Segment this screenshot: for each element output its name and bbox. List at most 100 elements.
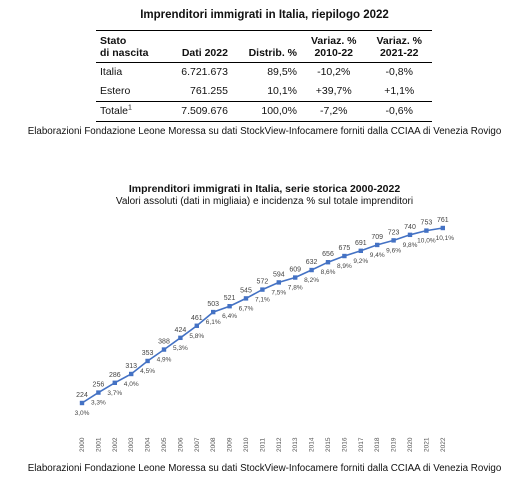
x-tick-label: 2019	[391, 437, 398, 452]
x-tick-label: 2001	[95, 437, 102, 452]
value-label: 740	[404, 224, 416, 231]
x-tick-label: 2012	[276, 437, 283, 452]
value-label: 632	[306, 259, 318, 266]
chart-source-note: Elaborazioni Fondazione Leone Moressa su…	[27, 463, 502, 474]
x-tick-label: 2017	[358, 437, 365, 452]
cell-var2: -0,8%	[385, 66, 413, 78]
value-label: 691	[355, 240, 367, 247]
data-point	[342, 253, 347, 259]
percent-label: 9,2%	[353, 258, 368, 265]
x-tick-label: 2013	[292, 437, 299, 452]
cell-stato: Estero	[100, 85, 131, 97]
value-label: 709	[371, 234, 383, 241]
data-point	[243, 296, 249, 301]
value-label: 256	[93, 382, 105, 389]
x-tick-label: 2007	[194, 437, 201, 452]
header-var-2010-22: Variaz. % 2010-22	[301, 30, 367, 63]
chart-subtitle: Valori assoluti (dati in migliaia) e inc…	[115, 196, 414, 207]
percent-label: 8,6%	[321, 269, 336, 276]
percent-label: 3,3%	[91, 400, 106, 407]
percent-label: 10,0%	[417, 238, 436, 245]
cell-stato: Italia	[100, 66, 123, 78]
percent-label: 8,9%	[337, 263, 352, 270]
x-tick-label: 2000	[79, 437, 86, 452]
value-label: 503	[207, 301, 219, 308]
value-label: 761	[437, 217, 449, 224]
data-point	[375, 242, 380, 248]
value-label: 286	[109, 372, 121, 379]
value-label: 461	[191, 315, 203, 322]
data-point	[178, 335, 183, 341]
data-point	[440, 225, 445, 231]
cell-dati: 6.721.673	[181, 66, 228, 78]
x-tick-label: 2003	[128, 437, 135, 452]
header-distrib: Distrib. %	[231, 30, 301, 63]
data-point	[129, 371, 134, 377]
value-label: 313	[125, 363, 137, 370]
x-tick-label: 2002	[112, 437, 119, 452]
data-point	[161, 347, 167, 352]
x-tick-label: 2014	[309, 437, 316, 452]
data-point	[407, 232, 413, 238]
cell-var2: +1,1%	[384, 85, 415, 97]
x-tick-label: 2016	[341, 437, 348, 452]
value-label: 521	[224, 295, 236, 302]
data-point	[96, 390, 101, 395]
x-tick-label: 2006	[177, 437, 184, 452]
cell-distrib: 10,1%	[267, 85, 297, 97]
percent-label: 9,8%	[403, 242, 418, 249]
value-label: 353	[142, 350, 154, 357]
percent-label: 8,2%	[304, 277, 319, 284]
value-label: 656	[322, 251, 334, 258]
table-title: Imprenditori immigrati in Italia, riepil…	[140, 9, 389, 21]
table-header-row: Stato di nascita Dati 2022 Distrib. % Var…	[96, 30, 432, 63]
x-tick-label: 2015	[325, 437, 332, 452]
percent-label: 6,7%	[239, 305, 254, 312]
table-row: Italia 6.721.673 89,5% -10,2% -0,8%	[96, 63, 432, 83]
summary-table: Stato di nascita Dati 2022 Distrib. % Var…	[96, 30, 432, 122]
table-source-note: Elaborazioni Fondazione Leone Moressa su…	[27, 126, 502, 137]
percent-label: 9,4%	[370, 252, 385, 259]
data-point	[293, 275, 298, 280]
cell-var1: -10,2%	[317, 66, 351, 78]
value-label: 224	[76, 392, 88, 399]
percent-label: 7,5%	[271, 289, 286, 296]
value-label: 723	[388, 229, 400, 236]
cell-stato-total: Totale1	[96, 101, 166, 122]
cell-var1: +39,7%	[315, 85, 352, 97]
percent-label: 7,1%	[255, 297, 270, 304]
percent-label: 9,6%	[386, 247, 401, 254]
data-point	[79, 400, 85, 406]
x-tick-label: 2005	[161, 437, 168, 452]
value-label: 424	[175, 327, 187, 334]
value-label: 572	[257, 279, 269, 286]
x-tick-label: 2008	[210, 437, 217, 452]
cell-var1-total: -7,2%	[301, 101, 367, 122]
value-label: 753	[421, 220, 433, 227]
data-point	[358, 248, 363, 254]
header-var-2021-22: Variaz. % 2021-22	[366, 30, 432, 63]
table-total-row: Totale1 7.509.676 100,0% -7,2% -0,6%	[96, 101, 432, 122]
data-point	[194, 323, 199, 328]
percent-label: 3,7%	[107, 390, 122, 397]
data-point	[227, 304, 232, 309]
cell-dati: 761.255	[190, 85, 228, 97]
x-tick-label: 2022	[440, 437, 447, 452]
header-stato: Stato di nascita	[96, 30, 166, 63]
cell-distrib: 89,5%	[267, 66, 297, 78]
percent-label: 4,5%	[140, 368, 155, 375]
cell-distrib-total: 100,0%	[231, 101, 301, 122]
chart-title: Imprenditori immigrati in Italia, serie …	[128, 183, 401, 195]
percent-label: 5,8%	[189, 333, 204, 340]
data-point	[112, 380, 117, 385]
cell-var2-total: -0,6%	[366, 101, 432, 122]
percent-label: 6,4%	[222, 313, 237, 320]
value-label: 388	[158, 339, 170, 346]
data-point	[211, 309, 216, 315]
percent-label: 10,1%	[436, 235, 455, 242]
x-tick-label: 2011	[259, 438, 266, 452]
data-point	[424, 228, 429, 233]
x-tick-label: 2020	[407, 437, 414, 452]
x-tick-label: 2021	[423, 437, 430, 452]
